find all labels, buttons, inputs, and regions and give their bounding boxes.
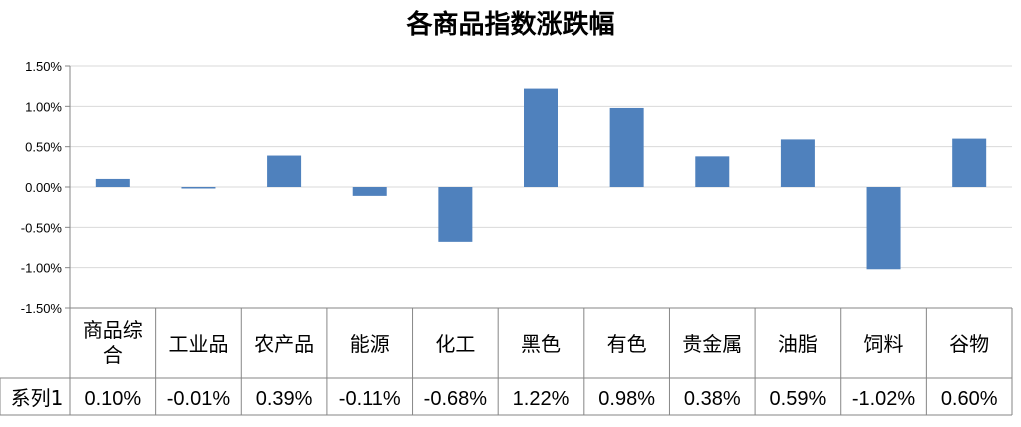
data-value-label: 1.22% [513, 388, 570, 410]
data-value-label: 0.98% [598, 388, 655, 410]
y-tick-label: -1.50% [21, 301, 63, 316]
data-value-label: 0.38% [684, 388, 741, 410]
category-label: 贵金属 [682, 332, 742, 356]
y-tick-label: 1.50% [25, 59, 62, 74]
bar-1 [181, 187, 216, 189]
category-label: 油脂 [778, 332, 818, 356]
data-value-label: -1.02% [852, 388, 916, 410]
category-label: 饲料 [864, 332, 904, 356]
bar-10 [952, 138, 987, 187]
series-name: 系列1 [11, 386, 64, 410]
data-value-label: -0.68% [424, 388, 488, 410]
category-label: 黑色 [521, 332, 561, 356]
category-label: 谷物 [949, 332, 989, 356]
bar-5 [524, 88, 558, 187]
category-label: 能源 [350, 332, 390, 356]
data-value-label: 0.39% [256, 388, 313, 410]
bar-2 [267, 155, 302, 187]
bars [95, 88, 987, 270]
data-value-label: -0.11% [339, 388, 401, 410]
bar-9 [866, 187, 901, 270]
bar-4 [438, 187, 473, 242]
category-label: 工业品 [168, 332, 228, 356]
category-label: 农产品 [254, 332, 314, 356]
bar-6 [609, 107, 644, 187]
y-tick-label: -1.00% [21, 261, 63, 276]
bar-3 [352, 187, 387, 196]
category-label: 商品综合 [83, 318, 143, 367]
y-tick-label: 0.00% [25, 180, 62, 195]
chart-title: 各商品指数涨跌幅 [406, 10, 615, 40]
data-value-label: 0.59% [770, 388, 827, 410]
y-tick-label: -0.50% [21, 220, 63, 235]
category-label: 化工 [435, 332, 475, 356]
category-label: 有色 [607, 332, 647, 356]
data-value-label: 0.60% [941, 388, 998, 410]
y-tick-label: 1.00% [25, 99, 62, 114]
bar-7 [695, 156, 730, 187]
bar-8 [780, 139, 815, 187]
bar-0 [95, 178, 130, 187]
data-value-label: 0.10% [84, 388, 141, 410]
data-value-label: -0.01% [167, 388, 231, 410]
y-axis-ticks: 1.50% 1.00% 0.50% 0.00% -0.50% -1.00% -1.50% [21, 59, 71, 415]
y-tick-label: 0.50% [25, 140, 62, 155]
